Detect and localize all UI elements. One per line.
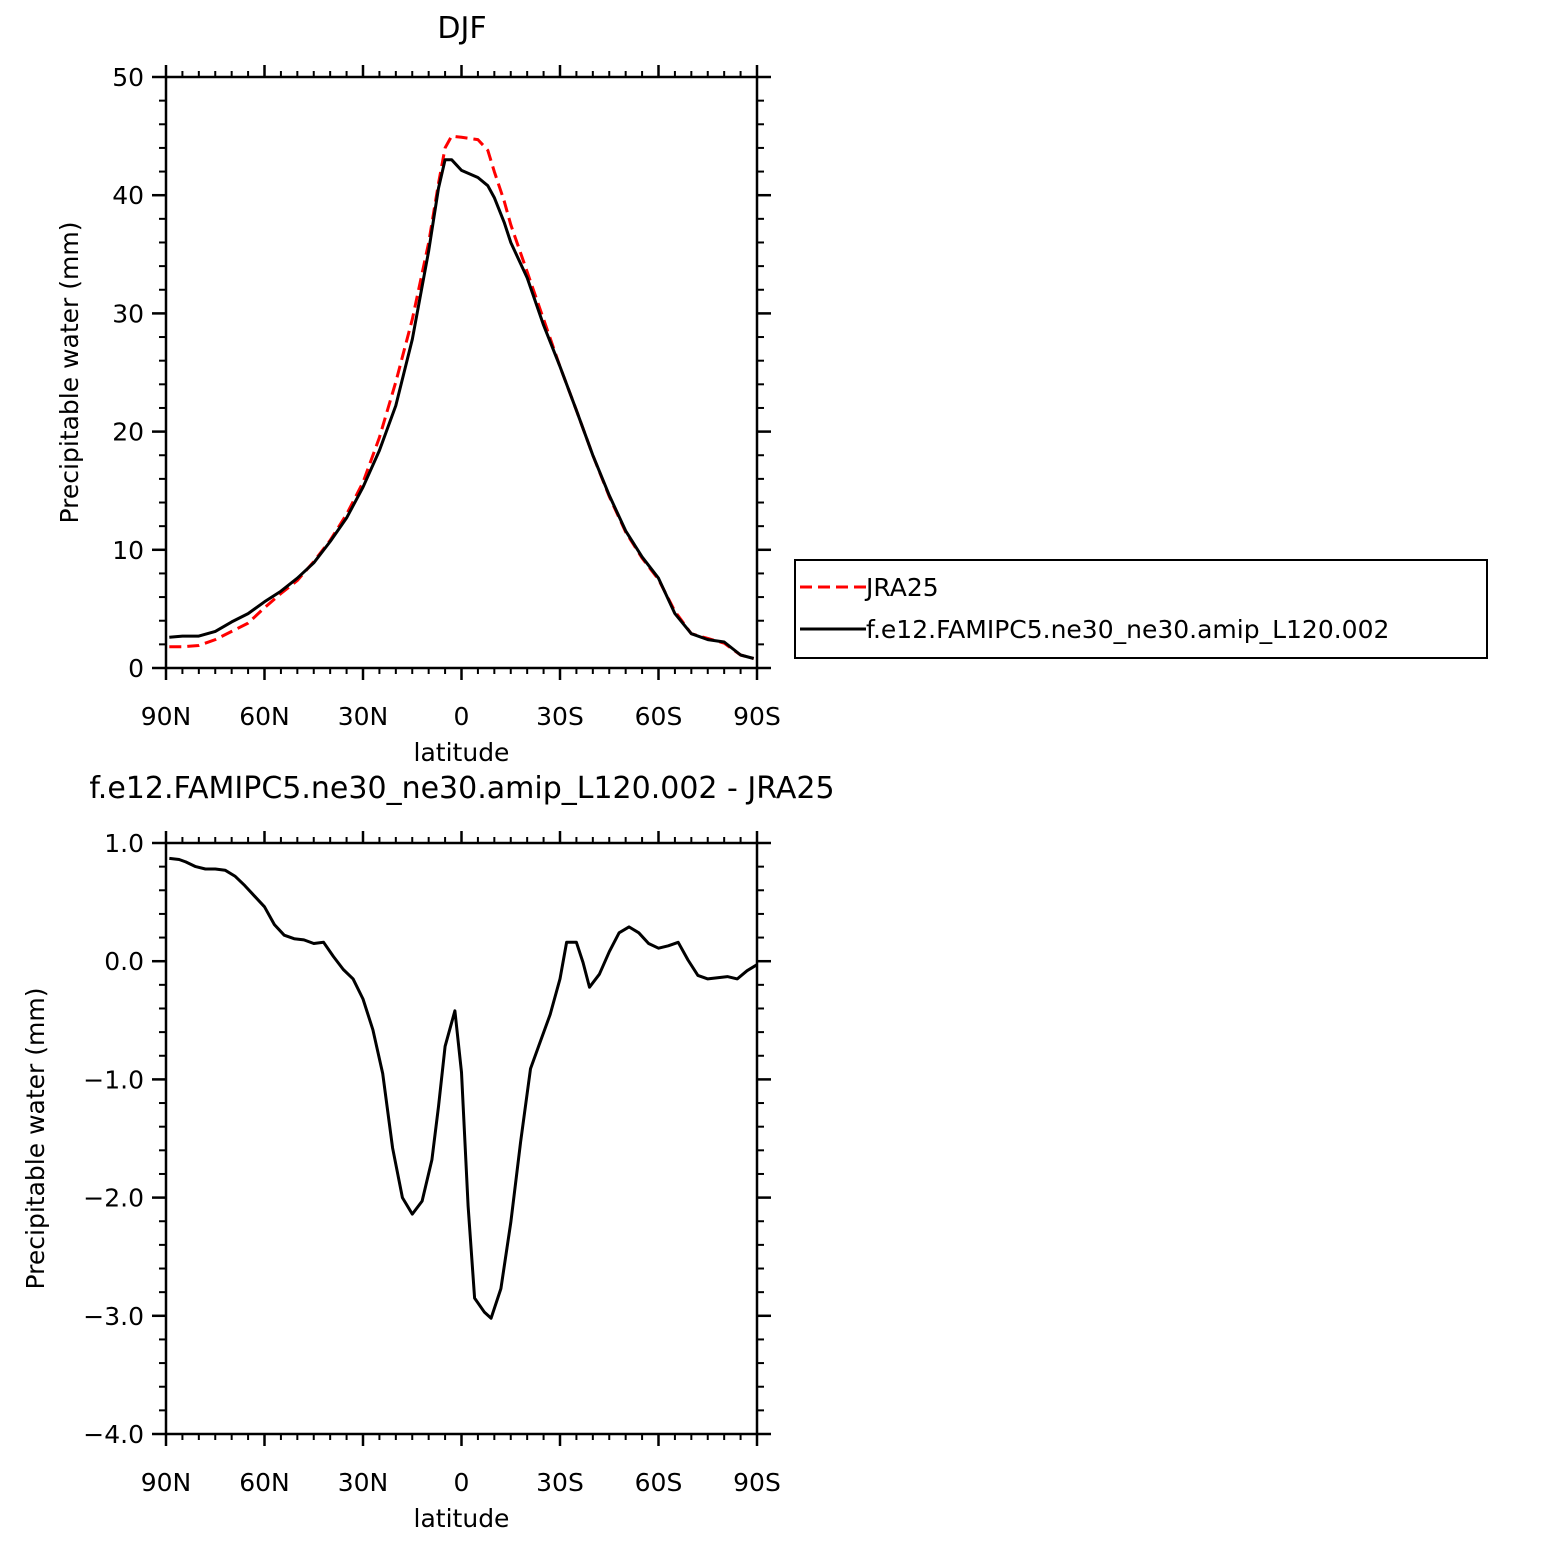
x-axis-title: latitude bbox=[414, 738, 510, 767]
x-tick-label: 30N bbox=[338, 702, 389, 731]
y-tick-label: 20 bbox=[112, 418, 144, 447]
y-tick-label: 30 bbox=[112, 299, 144, 328]
plot-frame bbox=[164, 75, 759, 670]
x-tick-label: 30S bbox=[536, 702, 584, 731]
legend-label: f.e12.FAMIPC5.ne30_ne30.amip_L120.002 bbox=[866, 615, 1389, 644]
legend-label: JRA25 bbox=[864, 573, 939, 602]
x-tick-label: 0 bbox=[454, 1468, 470, 1497]
y-tick-label: 0 bbox=[128, 654, 144, 683]
series-line-model bbox=[169, 158, 755, 660]
y-tick-label: 0.0 bbox=[104, 947, 144, 976]
x-tick-label: 90S bbox=[733, 1468, 781, 1497]
y-tick-label: 50 bbox=[112, 63, 144, 92]
legend-box bbox=[794, 559, 1488, 659]
chart-title: DJF bbox=[437, 11, 486, 46]
x-tick-label: 0 bbox=[454, 702, 470, 731]
y-tick-label: 10 bbox=[112, 536, 144, 565]
x-tick-label: 60S bbox=[635, 1468, 683, 1497]
y-tick-label: 1.0 bbox=[104, 829, 144, 858]
x-tick-label: 60N bbox=[239, 702, 290, 731]
chart-title: f.e12.FAMIPC5.ne30_ne30.amip_L120.002 - … bbox=[89, 771, 834, 806]
x-axis-title: latitude bbox=[414, 1504, 510, 1533]
series-line-jra25 bbox=[169, 134, 755, 660]
bottom-panel-difference: 90N 60N 30N 0 30S 60S 90S −4.0 −3.0 −2.0 −1.0 0.0 1.… bbox=[21, 771, 835, 1533]
x-tick-label: 90N bbox=[141, 702, 192, 731]
y-axis-title: Precipitable water (mm) bbox=[55, 222, 84, 524]
x-tick-label: 90N bbox=[141, 1468, 192, 1497]
y-tick-label: −3.0 bbox=[83, 1302, 144, 1331]
y-tick-label: −2.0 bbox=[83, 1184, 144, 1213]
x-tick-label: 60N bbox=[239, 1468, 290, 1497]
y-tick-label: −4.0 bbox=[83, 1420, 144, 1449]
y-tick-label: 40 bbox=[112, 181, 144, 210]
plot-frame bbox=[164, 841, 759, 1436]
x-tick-label: 90S bbox=[733, 702, 781, 731]
x-tick-label: 60S bbox=[635, 702, 683, 731]
y-axis-title: Precipitable water (mm) bbox=[21, 988, 50, 1290]
x-tick-label: 30N bbox=[338, 1468, 389, 1497]
y-tick-label: −1.0 bbox=[83, 1065, 144, 1094]
x-tick-label: 30S bbox=[536, 1468, 584, 1497]
top-panel-djf: 90N 60N 30N 0 30S 60S 90S 0 10 20 30 40 50 DJF latitud… bbox=[55, 11, 1488, 767]
series-line-model bbox=[169, 856, 758, 1320]
legend: JRA25 f.e12.FAMIPC5.ne30_ne30.amip_L120.0… bbox=[794, 559, 1488, 659]
